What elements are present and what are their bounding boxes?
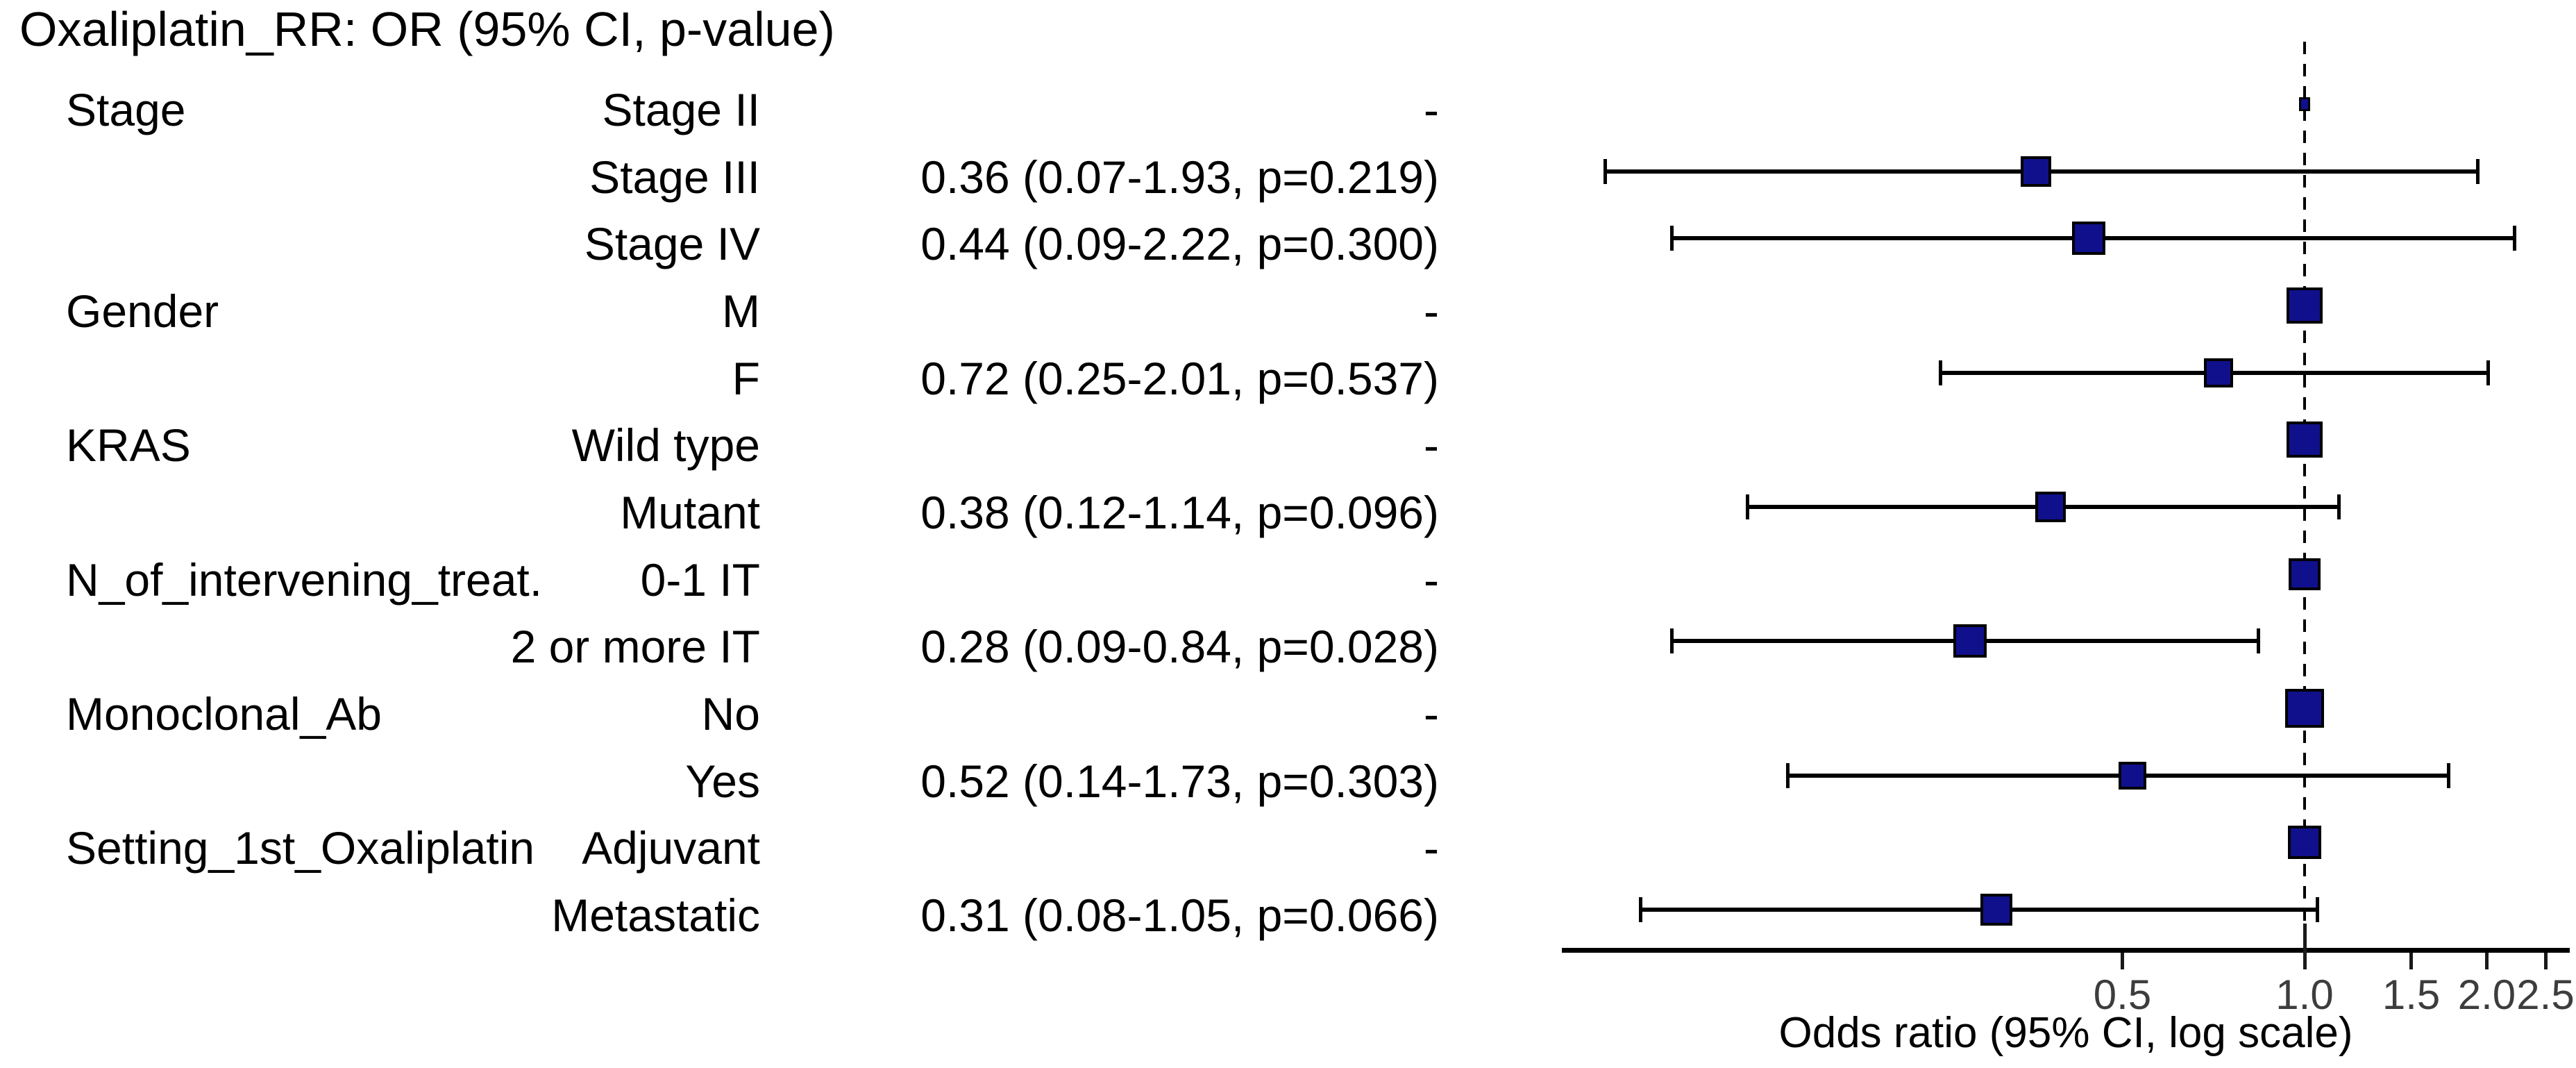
ci-endcap: [1638, 897, 1642, 922]
x-axis-tick-label: 1.5: [2382, 971, 2441, 1018]
plot-title: Oxaliplatin_RR: OR (95% CI, p-value): [19, 2, 835, 56]
x-axis-tick: [2484, 953, 2489, 969]
ci-endcap: [2315, 897, 2319, 922]
ci-whisker: [1640, 908, 2318, 912]
ci-endcap: [1938, 360, 1942, 385]
level-label: F: [732, 352, 760, 404]
or-marker-reference: [2285, 689, 2324, 728]
table-row: Setting_1st_Oxaliplatin Adjuvant -: [0, 815, 2576, 881]
value-label: -: [1424, 419, 1439, 472]
ci-endcap: [2475, 158, 2480, 184]
group-label: Setting_1st_Oxaliplatin: [66, 822, 535, 874]
level-label: Mutant: [620, 487, 760, 538]
table-row: Metastatic 0.31 (0.08-1.05, p=0.066): [0, 882, 2576, 949]
or-marker: [2021, 156, 2052, 187]
table-row: 2 or more IT 0.28 (0.09-0.84, p=0.028): [0, 613, 2576, 680]
table-row: Gender M -: [0, 278, 2576, 344]
level-label: Stage II: [602, 84, 761, 135]
or-marker-reference: [2299, 97, 2310, 111]
or-marker: [1980, 894, 2013, 926]
level-label: 2 or more IT: [510, 621, 760, 673]
value-label: -: [1424, 688, 1439, 740]
table-row: Monoclonal_Ab No -: [0, 681, 2576, 747]
reference-line-or-1: [2303, 42, 2306, 953]
ci-endcap: [2512, 226, 2516, 251]
table-row: F 0.72 (0.25-2.01, p=0.537): [0, 345, 2576, 412]
or-marker: [2203, 358, 2233, 387]
x-axis-tick-label: 2.0: [2457, 971, 2516, 1018]
group-label: Gender: [66, 285, 219, 337]
level-label: 0-1 IT: [640, 553, 760, 606]
ci-endcap: [1745, 494, 1749, 519]
value-label: -: [1424, 553, 1439, 606]
x-axis-line: [1562, 948, 2570, 953]
group-label: Stage: [66, 84, 186, 135]
ci-endcap: [1669, 628, 1674, 654]
value-label: -: [1424, 84, 1439, 135]
level-label: Stage III: [589, 151, 760, 203]
level-label: Adjuvant: [582, 822, 760, 874]
value-label: -: [1424, 822, 1439, 874]
value-label: -: [1424, 285, 1439, 337]
level-label: Yes: [685, 755, 760, 807]
value-label: 0.36 (0.07-1.93, p=0.219): [920, 151, 1439, 203]
table-row: Yes 0.52 (0.14-1.73, p=0.303): [0, 748, 2576, 815]
x-axis-tick: [2409, 953, 2414, 969]
level-label: M: [722, 285, 760, 337]
table-row: Stage IV 0.44 (0.09-2.22, p=0.300): [0, 210, 2576, 277]
x-axis-label: Odds ratio (95% CI, log scale): [1778, 1009, 2353, 1057]
x-axis-tick-label: 2.5: [2516, 971, 2575, 1018]
table-row: KRAS Wild type -: [0, 412, 2576, 478]
value-label: 0.38 (0.12-1.14, p=0.096): [920, 487, 1439, 538]
ci-endcap: [2337, 494, 2341, 519]
ci-endcap: [2257, 628, 2261, 654]
x-axis-tick: [2121, 953, 2124, 969]
or-marker: [1953, 624, 1987, 658]
value-label: 0.31 (0.08-1.05, p=0.066): [920, 890, 1439, 941]
group-label: N_of_intervening_treat.: [66, 553, 543, 606]
value-label: 0.44 (0.09-2.22, p=0.300): [920, 218, 1439, 270]
x-axis-tick-label: 1.0: [2275, 971, 2334, 1018]
x-axis-tick: [2543, 953, 2548, 969]
group-label: Monoclonal_Ab: [66, 688, 382, 740]
table-row: Mutant 0.38 (0.12-1.14, p=0.096): [0, 479, 2576, 546]
table-row: Stage III 0.36 (0.07-1.93, p=0.219): [0, 144, 2576, 210]
ci-endcap: [1669, 226, 1674, 251]
level-label: No: [701, 688, 760, 740]
ci-whisker: [1787, 773, 2449, 778]
ci-endcap: [1603, 158, 1608, 184]
level-label: Metastatic: [551, 890, 760, 941]
level-label: Wild type: [571, 419, 760, 472]
value-label: 0.72 (0.25-2.01, p=0.537): [920, 352, 1439, 404]
or-marker: [2035, 492, 2066, 522]
table-row: Stage Stage II -: [0, 76, 2576, 143]
group-label: KRAS: [66, 419, 191, 472]
x-axis-tick: [2303, 924, 2307, 969]
ci-endcap: [1785, 762, 1790, 788]
table-row: N_of_intervening_treat. 0-1 IT -: [0, 546, 2576, 613]
or-marker: [2072, 222, 2106, 256]
ci-endcap: [2447, 762, 2451, 788]
or-marker: [2119, 761, 2147, 790]
level-label: Stage IV: [584, 218, 760, 270]
value-label: 0.28 (0.09-0.84, p=0.028): [920, 621, 1439, 673]
or-marker-reference: [2287, 422, 2323, 458]
or-marker-reference: [2287, 287, 2323, 324]
or-marker-reference: [2288, 826, 2321, 860]
x-axis-tick-label: 0.5: [2093, 971, 2152, 1018]
ci-endcap: [2486, 360, 2490, 385]
value-label: 0.52 (0.14-1.73, p=0.303): [920, 755, 1439, 807]
or-marker-reference: [2289, 558, 2321, 590]
